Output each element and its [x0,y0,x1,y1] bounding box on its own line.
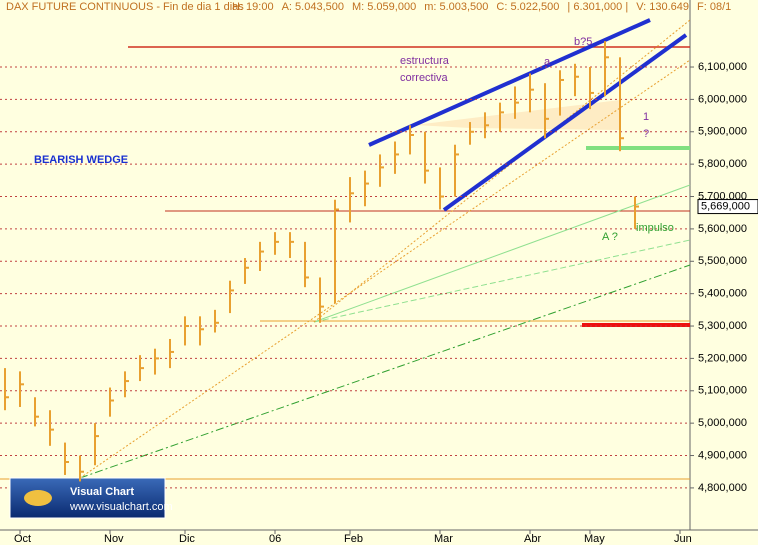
header-bar [0,0,758,14]
x-tick-label: Oct [14,533,31,545]
header-field: F: 08/1 [697,1,731,13]
x-tick-label: Jun [674,533,692,545]
y-tick-label: 5,800,000 [698,158,747,170]
annotation: b?5 [574,36,592,48]
fan-line [79,59,691,479]
last-price-label: 5,669,000 [701,200,750,212]
drawings [0,18,691,489]
annotation: correctiva [400,72,449,84]
shaded-area [415,100,620,130]
y-tick-label: 5,600,000 [698,223,747,235]
header-field: m: 5.003,500 [424,1,488,13]
header-field: A: 5.043,500 [282,1,344,13]
wedge-line [368,18,651,147]
header-field: | 6.301,000 | [567,1,628,13]
annotation: A ? [602,231,618,243]
y-tick-label: 6,100,000 [698,61,747,73]
x-tick-label: Dic [179,533,195,545]
wedge-line [442,33,688,212]
header-field: H: 19:00 [232,1,274,13]
last-price-box [697,199,758,215]
fan-line [313,19,691,323]
header-field: M: 5.059,000 [352,1,416,13]
annotation: a [544,56,551,68]
annotation: impulso [636,222,674,234]
header-field: C: 5.022,500 [496,1,559,13]
fan-line [313,239,691,323]
trend-line [79,264,691,479]
y-tick-label: 5,900,000 [698,126,747,138]
annotation: estructura [400,55,450,67]
y-tick-label: 5,300,000 [698,320,747,332]
y-tick-label: 6,000,000 [698,93,747,105]
logo-name: Visual Chart [70,486,134,498]
header-title: DAX FUTURE CONTINUOUS - Fin de dia 1 dia… [6,1,244,13]
y-tick-label: 5,200,000 [698,352,747,364]
logo: Visual Chart www.visualchart.com [9,477,173,519]
annotation: BEARISH WEDGE [34,154,128,166]
y-tick-label: 4,900,000 [698,449,747,461]
x-tick-label: Feb [344,533,363,545]
annotation: ? [643,128,649,140]
y-tick-label: 4,800,000 [698,482,747,494]
x-tick-label: 06 [269,533,281,545]
logo-icon [24,490,52,506]
fan-line [313,184,691,323]
x-tick-label: May [584,533,605,545]
header-field: V: 130.649 [636,1,689,13]
x-tick-label: Abr [524,533,541,545]
logo-url: www.visualchart.com [69,501,173,513]
y-tick-label: 5,100,000 [698,385,747,397]
x-tick-label: Mar [434,533,453,545]
annotation: 1 [643,111,649,123]
y-tick-label: 5,500,000 [698,255,747,267]
y-tick-label: 5,000,000 [698,417,747,429]
x-tick-label: Nov [104,533,124,545]
y-tick-label: 5,400,000 [698,288,747,300]
